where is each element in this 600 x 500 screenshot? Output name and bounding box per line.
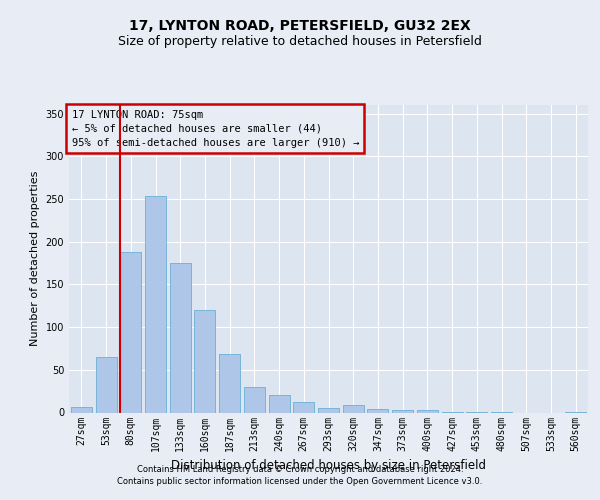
Bar bbox=[417, 410, 438, 412]
Bar bbox=[95, 357, 116, 412]
Bar bbox=[269, 396, 290, 412]
Bar bbox=[392, 410, 413, 412]
Bar bbox=[145, 196, 166, 412]
Bar bbox=[318, 408, 339, 412]
Y-axis label: Number of detached properties: Number of detached properties bbox=[30, 171, 40, 346]
Bar bbox=[120, 252, 141, 412]
Bar bbox=[170, 263, 191, 412]
Text: Size of property relative to detached houses in Petersfield: Size of property relative to detached ho… bbox=[118, 35, 482, 48]
Text: Contains HM Land Registry data © Crown copyright and database right 2024.: Contains HM Land Registry data © Crown c… bbox=[137, 465, 463, 474]
Bar bbox=[343, 405, 364, 412]
Bar bbox=[71, 406, 92, 412]
Bar bbox=[194, 310, 215, 412]
Text: 17, LYNTON ROAD, PETERSFIELD, GU32 2EX: 17, LYNTON ROAD, PETERSFIELD, GU32 2EX bbox=[129, 19, 471, 33]
Text: Contains public sector information licensed under the Open Government Licence v3: Contains public sector information licen… bbox=[118, 477, 482, 486]
Bar bbox=[244, 387, 265, 412]
Bar bbox=[219, 354, 240, 412]
Bar bbox=[293, 402, 314, 412]
X-axis label: Distribution of detached houses by size in Petersfield: Distribution of detached houses by size … bbox=[171, 459, 486, 472]
Bar bbox=[367, 409, 388, 412]
Text: 17 LYNTON ROAD: 75sqm
← 5% of detached houses are smaller (44)
95% of semi-detac: 17 LYNTON ROAD: 75sqm ← 5% of detached h… bbox=[71, 110, 359, 148]
